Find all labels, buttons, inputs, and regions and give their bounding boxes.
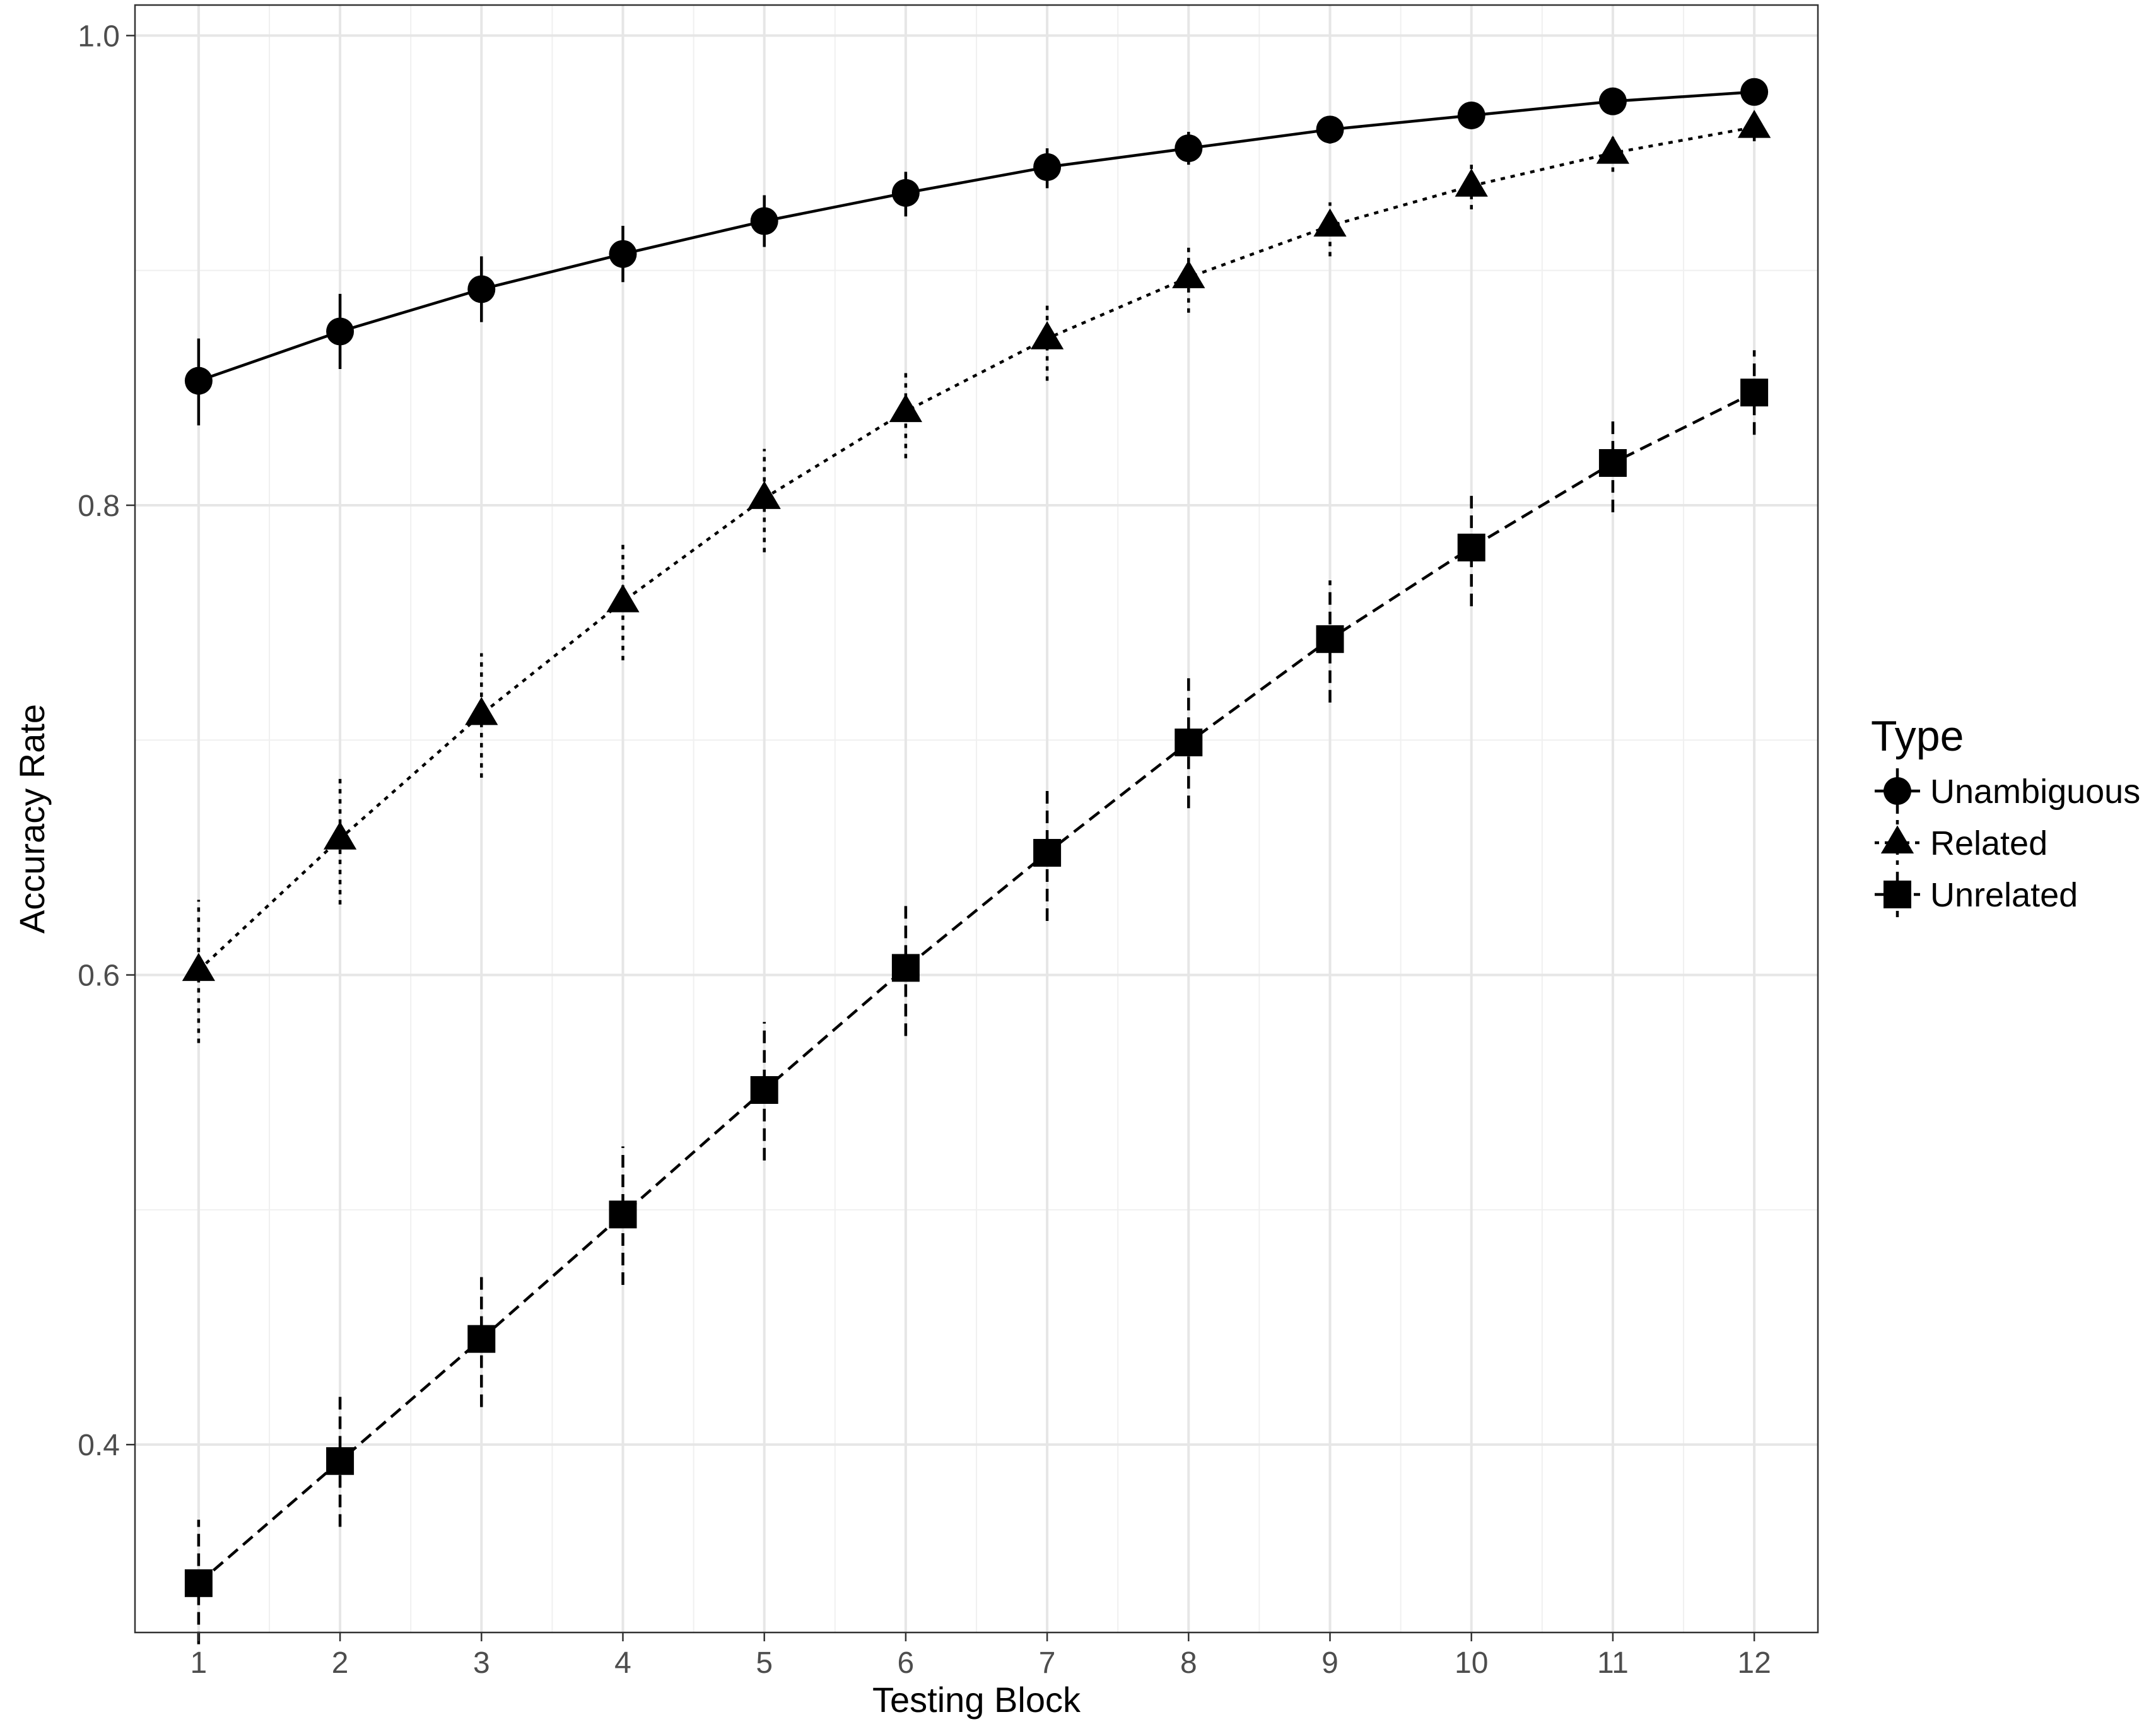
point-related bbox=[1030, 321, 1064, 349]
legend-key-marker bbox=[1880, 825, 1914, 854]
x-tick-label: 8 bbox=[1180, 1646, 1197, 1680]
plot-panel-border bbox=[134, 4, 1819, 1634]
legend-label-unambiguous: Unambiguous bbox=[1930, 773, 2140, 811]
point-related bbox=[1455, 168, 1488, 197]
legend-items: Unambiguous Related Unrelated bbox=[1875, 768, 2140, 917]
point-unrelated bbox=[326, 1447, 354, 1475]
legend: Type Unambiguous Related Unrelated bbox=[1871, 712, 2140, 917]
x-tick-label: 12 bbox=[1737, 1646, 1771, 1680]
point-related bbox=[1596, 136, 1630, 164]
series-related bbox=[182, 110, 1771, 1043]
y-axis-title: Accuracy Rate bbox=[12, 704, 52, 934]
point-unambiguous bbox=[1033, 153, 1062, 181]
y-tick-label: 0.4 bbox=[78, 1429, 120, 1462]
grid-major bbox=[135, 5, 1818, 1632]
point-related bbox=[182, 952, 216, 982]
line-related bbox=[197, 126, 1755, 971]
x-axis-title: Testing Block bbox=[872, 1680, 1081, 1720]
x-tick-label: 4 bbox=[614, 1646, 631, 1680]
y-tick-label: 0.8 bbox=[78, 489, 120, 523]
point-unambiguous bbox=[609, 240, 637, 268]
point-unambiguous bbox=[750, 207, 778, 235]
point-related bbox=[889, 394, 923, 423]
x-tick-label: 2 bbox=[332, 1646, 349, 1680]
x-tick-label: 9 bbox=[1321, 1646, 1339, 1680]
point-related bbox=[323, 821, 357, 850]
x-tick-label: 5 bbox=[756, 1646, 773, 1680]
point-unambiguous bbox=[326, 317, 354, 346]
point-unambiguous bbox=[1598, 87, 1627, 115]
point-related bbox=[747, 481, 781, 509]
legend-key-marker bbox=[1884, 777, 1911, 805]
y-tick-labels: 0.4 0.6 0.8 1.0 bbox=[78, 20, 120, 1462]
legend-item-unambiguous: Unambiguous bbox=[1875, 768, 2140, 814]
x-tick-label: 1 bbox=[190, 1646, 208, 1680]
point-unrelated bbox=[891, 954, 920, 982]
point-related bbox=[606, 584, 640, 612]
point-related bbox=[465, 696, 498, 725]
legend-title: Type bbox=[1871, 712, 1964, 760]
point-unambiguous bbox=[184, 366, 213, 395]
point-unambiguous bbox=[1457, 101, 1485, 129]
point-unrelated bbox=[1033, 838, 1062, 867]
series-unambiguous bbox=[184, 78, 1769, 426]
point-related bbox=[1172, 260, 1205, 288]
point-unrelated bbox=[1598, 448, 1627, 477]
point-unambiguous bbox=[891, 179, 920, 207]
y-tick-label: 1.0 bbox=[78, 20, 120, 53]
legend-label-unrelated: Unrelated bbox=[1930, 876, 2078, 914]
x-tick-label: 10 bbox=[1455, 1646, 1488, 1680]
series-layer bbox=[182, 78, 1771, 1644]
y-tick-label: 0.6 bbox=[78, 959, 120, 993]
x-tick-label: 3 bbox=[473, 1646, 490, 1680]
point-unrelated bbox=[467, 1325, 496, 1353]
axis-ticks bbox=[126, 35, 1755, 1641]
point-unrelated bbox=[1316, 625, 1344, 654]
legend-label-related: Related bbox=[1930, 824, 2048, 862]
legend-item-related: Related bbox=[1875, 820, 2048, 865]
line-unrelated bbox=[197, 391, 1755, 1585]
x-tick-label: 11 bbox=[1597, 1646, 1629, 1680]
x-tick-labels: 1 2 3 4 5 6 7 8 9 10 11 12 bbox=[190, 1646, 1771, 1680]
point-unrelated bbox=[1740, 378, 1769, 407]
point-unrelated bbox=[1175, 729, 1203, 757]
point-unrelated bbox=[184, 1569, 213, 1597]
point-related bbox=[1313, 208, 1347, 237]
point-unrelated bbox=[1457, 534, 1485, 561]
x-tick-label: 6 bbox=[898, 1646, 915, 1680]
point-unambiguous bbox=[467, 275, 496, 303]
point-unambiguous bbox=[1316, 115, 1344, 144]
legend-item-unrelated: Unrelated bbox=[1875, 872, 2078, 917]
point-unambiguous bbox=[1740, 78, 1769, 106]
point-related bbox=[1737, 110, 1771, 138]
point-unrelated bbox=[609, 1200, 637, 1229]
series-unrelated bbox=[184, 350, 1769, 1644]
legend-key-marker bbox=[1884, 881, 1911, 908]
point-unrelated bbox=[750, 1076, 778, 1104]
grid-minor bbox=[135, 5, 1818, 1632]
x-tick-label: 7 bbox=[1039, 1646, 1056, 1680]
line-unambiguous bbox=[198, 90, 1755, 382]
point-unambiguous bbox=[1175, 134, 1203, 163]
